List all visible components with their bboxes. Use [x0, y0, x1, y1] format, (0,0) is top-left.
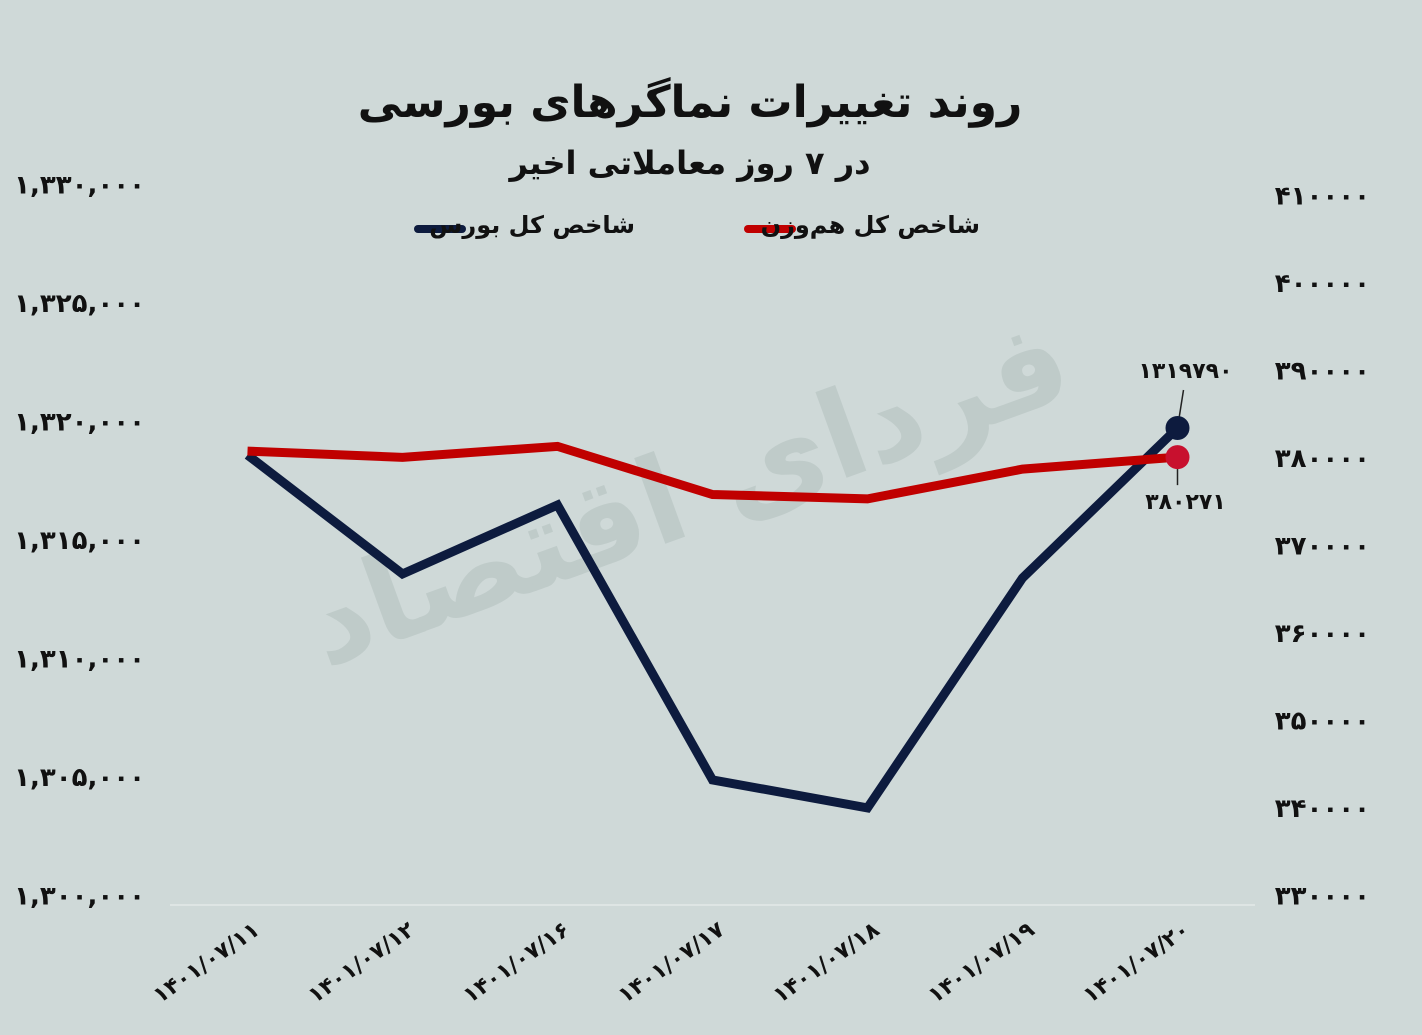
legend-label: شاخص کل بورس	[429, 211, 635, 239]
y-tick-label: ۱,۳۳۰,۰۰۰	[14, 171, 145, 201]
chart-subtitle: در ۷ روز معاملاتی اخیر	[507, 144, 870, 182]
y2-tick-label: ۳۴۰۰۰۰	[1275, 794, 1370, 824]
y-tick-label: ۱,۳۰۰,۰۰۰	[14, 882, 145, 912]
data-point	[1165, 445, 1190, 470]
chart-title: روند تغییرات نماگرهای بورسی	[358, 76, 1023, 128]
y-tick-label: ۱,۳۲۰,۰۰۰	[14, 408, 145, 438]
y2-tick-label: ۳۶۰۰۰۰	[1275, 619, 1370, 649]
legend-label: شاخص کل هم‌وزن	[761, 211, 980, 239]
y-tick-label: ۱,۳۲۵,۰۰۰	[14, 289, 145, 319]
y2-tick-label: ۳۵۰۰۰۰	[1275, 707, 1370, 737]
series-line	[247, 441, 1178, 504]
y2-tick-label: ۳۸۰۰۰۰	[1275, 444, 1370, 474]
y2-tick-label: ۳۷۰۰۰۰	[1275, 532, 1370, 562]
data-label: ۳۸۰۲۷۱	[1145, 490, 1226, 515]
y2-tick-label: ۳۳۰۰۰۰	[1275, 882, 1370, 912]
series-line	[244, 424, 1181, 813]
y-tick-label: ۱,۳۱۰,۰۰۰	[14, 645, 145, 675]
y-tick-label: ۱,۳۰۵,۰۰۰	[14, 763, 145, 793]
data-point	[1165, 415, 1190, 440]
data-label: ۱۳۱۹۷۹۰	[1139, 359, 1233, 384]
y2-tick-label: ۴۱۰۰۰۰	[1275, 182, 1370, 212]
y2-tick-label: ۳۹۰۰۰۰	[1275, 357, 1370, 387]
y2-tick-label: ۴۰۰۰۰۰	[1275, 269, 1370, 299]
y-tick-label: ۱,۳۱۵,۰۰۰	[14, 526, 145, 556]
